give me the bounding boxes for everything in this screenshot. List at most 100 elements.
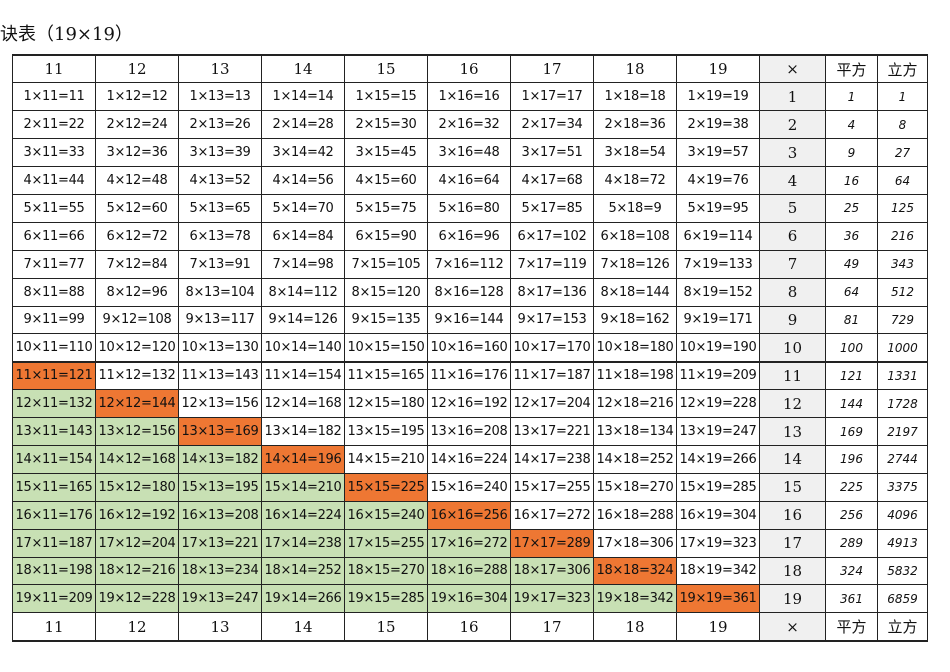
table-row: 15×11=165 15×12=180 15×13=195 15×14=210 15×1… [12, 472, 928, 502]
header-col-19: 19 [676, 54, 760, 84]
cube-cell: 3375 [877, 472, 928, 502]
product-cell: 17×17=289 [510, 528, 594, 558]
product-cell: 4×13=52 [178, 166, 262, 195]
product-cell: 7×19=133 [676, 249, 760, 279]
product-cell: 12×19=228 [676, 389, 760, 419]
footer-col-13: 13 [178, 612, 262, 642]
product-cell: 12×12=144 [95, 389, 179, 419]
square-cell: 225 [825, 472, 878, 502]
product-cell: 3×19=57 [676, 138, 760, 168]
product-cell: 10×16=160 [427, 333, 511, 363]
product-cell: 17×14=238 [261, 528, 345, 558]
table-row: 1×11=11 1×12=12 1×13=13 1×14=14 1×15=15 1×16=… [12, 82, 928, 112]
footer-col-17: 17 [510, 612, 594, 642]
multiplier-cell: 7 [759, 249, 826, 279]
product-cell: 8×13=104 [178, 277, 262, 307]
product-cell: 2×18=36 [593, 110, 677, 140]
product-cell: 9×14=126 [261, 305, 345, 335]
product-cell: 17×15=255 [344, 528, 428, 558]
product-cell: 5×15=75 [344, 193, 428, 223]
product-cell: 5×13=65 [178, 193, 262, 223]
product-cell: 9×15=135 [344, 305, 428, 335]
product-cell: 8×12=96 [95, 277, 179, 307]
square-cell: 121 [825, 361, 878, 391]
product-cell: 2×15=30 [344, 110, 428, 140]
product-cell: 7×11=77 [12, 249, 96, 279]
product-cell: 14×15=210 [344, 444, 428, 474]
square-cell: 9 [825, 138, 878, 168]
product-cell: 8×11=88 [12, 277, 96, 307]
product-cell: 16×16=256 [427, 500, 511, 530]
footer-col-15: 15 [344, 612, 428, 642]
product-cell: 2×17=34 [510, 110, 594, 140]
product-cell: 16×15=240 [344, 500, 428, 530]
square-cell: 361 [825, 584, 878, 614]
product-cell: 15×15=225 [344, 472, 428, 502]
cube-cell: 6859 [877, 584, 928, 614]
square-cell: 1 [825, 82, 878, 112]
product-cell: 16×11=176 [12, 500, 96, 530]
header-col-12: 12 [95, 54, 179, 84]
product-cell: 7×12=84 [95, 249, 179, 279]
product-cell: 11×12=132 [95, 361, 179, 391]
footer-multiplier-header: × [759, 612, 826, 642]
table-row: 11×11=121 11×12=132 11×13=143 11×14=154 11×1… [12, 361, 928, 391]
product-cell: 1×11=11 [12, 82, 96, 112]
product-cell: 2×19=38 [676, 110, 760, 140]
product-cell: 16×12=192 [95, 500, 179, 530]
product-cell: 2×13=26 [178, 110, 262, 140]
product-cell: 4×18=72 [593, 166, 677, 195]
product-cell: 5×11=55 [12, 193, 96, 223]
square-cell: 4 [825, 110, 878, 140]
table-row: 10×11=110 10×12=120 10×13=130 10×14=140 10×1… [12, 333, 928, 363]
product-cell: 11×18=198 [593, 361, 677, 391]
product-cell: 14×13=182 [178, 444, 262, 474]
product-cell: 13×15=195 [344, 417, 428, 446]
product-cell: 15×13=195 [178, 472, 262, 502]
product-cell: 5×19=95 [676, 193, 760, 223]
square-cell: 64 [825, 277, 878, 307]
product-cell: 17×19=323 [676, 528, 760, 558]
footer-col-18: 18 [593, 612, 677, 642]
product-cell: 1×13=13 [178, 82, 262, 112]
product-cell: 6×14=84 [261, 221, 345, 251]
product-cell: 8×16=128 [427, 277, 511, 307]
product-cell: 9×12=108 [95, 305, 179, 335]
product-cell: 4×14=56 [261, 166, 345, 195]
cube-cell: 729 [877, 305, 928, 335]
table-row: 2×11=22 2×12=24 2×13=26 2×14=28 2×15=30 2×16=… [12, 110, 928, 140]
product-cell: 10×19=190 [676, 333, 760, 363]
square-cell: 36 [825, 221, 878, 251]
table-row: 9×11=99 9×12=108 9×13=117 9×14=126 9×15=135 9… [12, 305, 928, 335]
footer-col-12: 12 [95, 612, 179, 642]
product-cell: 15×14=210 [261, 472, 345, 502]
product-cell: 3×11=33 [12, 138, 96, 168]
footer-square-header: 平方 [825, 612, 878, 642]
multiplier-cell: 16 [759, 500, 826, 530]
product-cell: 5×14=70 [261, 193, 345, 223]
product-cell: 17×13=221 [178, 528, 262, 558]
multiplier-cell: 13 [759, 417, 826, 446]
product-cell: 15×11=165 [12, 472, 96, 502]
product-cell: 9×13=117 [178, 305, 262, 335]
product-cell: 10×11=110 [12, 333, 96, 363]
table-row: 4×11=44 4×12=48 4×13=52 4×14=56 4×15=60 4×16=… [12, 166, 928, 195]
header-square-header: 平方 [825, 54, 878, 84]
product-cell: 12×15=180 [344, 389, 428, 419]
product-cell: 1×17=17 [510, 82, 594, 112]
product-cell: 6×16=96 [427, 221, 511, 251]
product-cell: 12×18=216 [593, 389, 677, 419]
product-cell: 12×11=132 [12, 389, 96, 419]
footer-col-19: 19 [676, 612, 760, 642]
product-cell: 15×17=255 [510, 472, 594, 502]
product-cell: 2×11=22 [12, 110, 96, 140]
product-cell: 12×13=156 [178, 389, 262, 419]
product-cell: 7×18=126 [593, 249, 677, 279]
square-cell: 144 [825, 389, 878, 419]
product-cell: 18×18=324 [593, 556, 677, 586]
product-cell: 18×11=198 [12, 556, 96, 586]
product-cell: 2×14=28 [261, 110, 345, 140]
product-cell: 13×13=169 [178, 417, 262, 446]
product-cell: 13×17=221 [510, 417, 594, 446]
cube-cell: 1331 [877, 361, 928, 391]
